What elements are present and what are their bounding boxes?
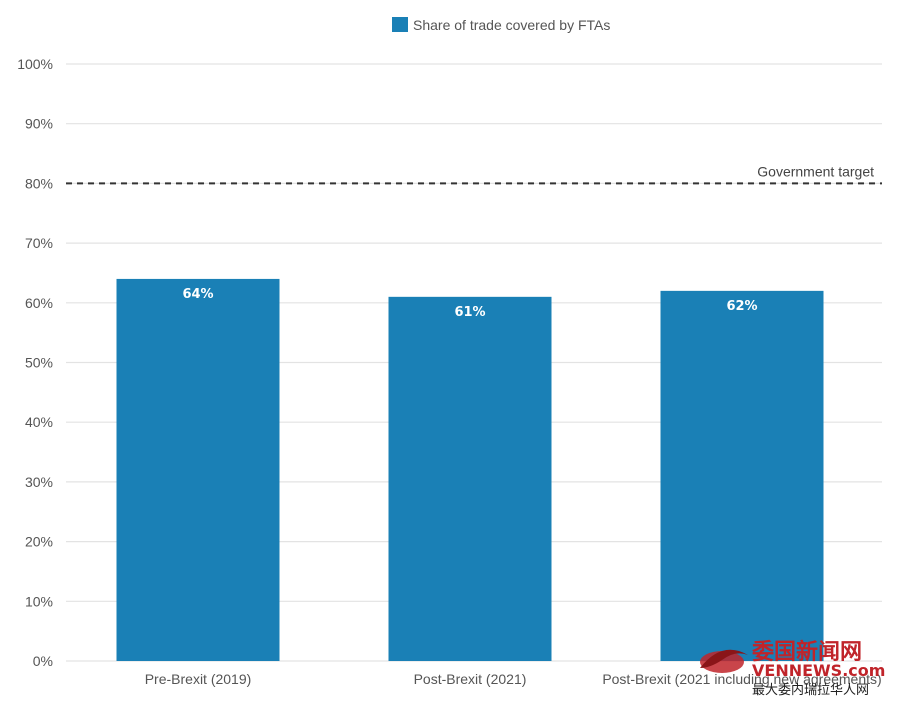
y-tick-label: 60% [25, 295, 53, 311]
bar-value-label: 61% [454, 305, 485, 320]
watermark-title: 委国新闻网 [752, 639, 862, 665]
y-tick-label: 100% [17, 56, 53, 72]
bar-value-label: 64% [182, 287, 213, 302]
bar [660, 290, 824, 661]
watermark-subtitle: 最大委内瑞拉华人网 [752, 682, 869, 698]
y-tick-label: 0% [33, 653, 53, 669]
x-axis-category-labels: Pre-Brexit (2019) Post-Brexit (2021) Post-… [145, 671, 882, 687]
watermark-site: VENNEWS.com [752, 661, 885, 680]
watermark-logo-shape [700, 651, 744, 673]
x-category-label: Pre-Brexit (2019) [145, 671, 252, 687]
y-tick-label: 20% [25, 534, 53, 550]
reference-line-label: Government target [757, 163, 874, 179]
y-tick-label: 40% [25, 414, 53, 430]
bar-value-label: 62% [726, 299, 757, 314]
bar [116, 278, 280, 661]
government-target-reference: Government target [66, 163, 882, 185]
watermark-logo-swoosh [700, 649, 748, 668]
bars [116, 278, 824, 661]
y-tick-label: 30% [25, 474, 53, 490]
bar [388, 296, 552, 661]
y-axis-tick-labels: 0% 10% 20% 30% 40% 50% 60% 70% 80% 90% 100% [17, 56, 53, 669]
legend-label: Share of trade covered by FTAs [413, 17, 610, 33]
y-tick-label: 10% [25, 593, 53, 609]
y-tick-label: 50% [25, 355, 53, 371]
x-category-label: Post-Brexit (2021) [414, 671, 527, 687]
legend-swatch [392, 17, 408, 32]
x-category-label: Post-Brexit (2021 including new agreemen… [602, 671, 881, 687]
y-tick-label: 70% [25, 235, 53, 251]
y-tick-label: 90% [25, 116, 53, 132]
legend: Share of trade covered by FTAs [392, 17, 610, 33]
bar-data-labels: 64% 61% 62% [182, 287, 757, 320]
y-tick-label: 80% [25, 175, 53, 191]
